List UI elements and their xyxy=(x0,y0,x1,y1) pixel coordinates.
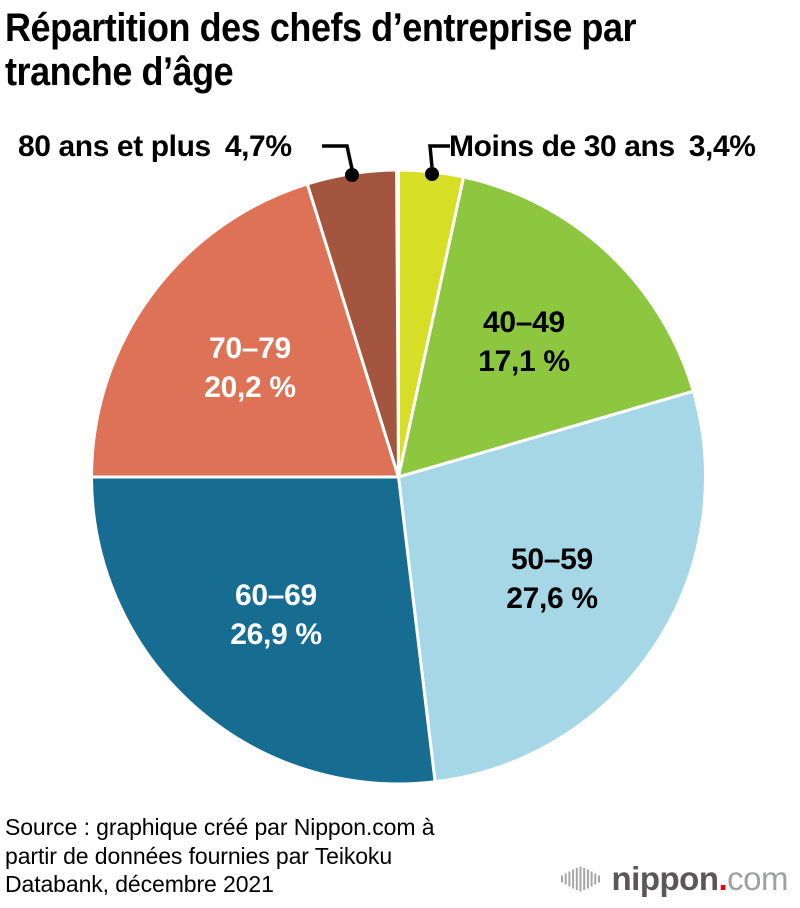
nippon-logo-text: nippon.com xyxy=(611,860,789,897)
chart-title-line2: tranche d’âge xyxy=(5,50,234,94)
callout-label-80-ans-et-plus: 80 ans et plus 4,7% xyxy=(18,130,292,164)
pie-label-4: 70–79 20,2 % xyxy=(204,332,296,404)
callout-dot-moins-de-30-ans xyxy=(425,167,439,181)
source-line2: partir de données fournies par Teikoku xyxy=(5,842,393,869)
logo-dot: . xyxy=(718,860,728,897)
callout-line-80-ans-et-plus xyxy=(322,144,354,170)
source-line1: Source : graphique créé par Nippon.com à xyxy=(5,814,435,840)
pie-wedges xyxy=(90,168,708,786)
chart-title-line1: Répartition des chefs d’entreprise par xyxy=(5,6,637,50)
source-line3: Databank, décembre 2021 xyxy=(5,871,274,897)
logo-word-com: com xyxy=(727,860,788,897)
chart-title: Répartition des chefs d’entreprise par t… xyxy=(5,6,637,94)
segment-value-moins-de-30-ans: 3,4% xyxy=(688,130,756,163)
pie-segment-4 xyxy=(90,182,400,479)
pie-segment-1 xyxy=(397,175,695,479)
soundwave-icon xyxy=(560,866,600,891)
callout-lines xyxy=(322,144,450,182)
source-note: Source : graphique créé par Nippon.com à… xyxy=(5,813,435,899)
pie-label-2: 50–59 27,6 % xyxy=(506,543,598,615)
nippon-logo[interactable]: nippon.com xyxy=(560,860,789,897)
logo-word-nippon: nippon xyxy=(611,860,719,897)
pie-segment-2 xyxy=(397,389,708,784)
callout-dot-80-ans-et-plus xyxy=(345,168,359,182)
segment-label-moins-de-30-ans: Moins de 30 ans xyxy=(449,130,675,163)
callout-label-moins-de-30-ans: Moins de 30 ans 3,4% xyxy=(449,130,756,164)
callout-line-moins-de-30-ans xyxy=(428,144,450,168)
pie-label-3: 60–69 26,9 % xyxy=(230,579,322,651)
pie-segment-3 xyxy=(90,475,437,786)
pie-label-1: 40–49 17,1 % xyxy=(478,306,570,378)
segment-value-80-ans-et-plus: 4,7% xyxy=(224,130,292,163)
segment-label-80-ans-et-plus: 80 ans et plus xyxy=(18,130,211,163)
